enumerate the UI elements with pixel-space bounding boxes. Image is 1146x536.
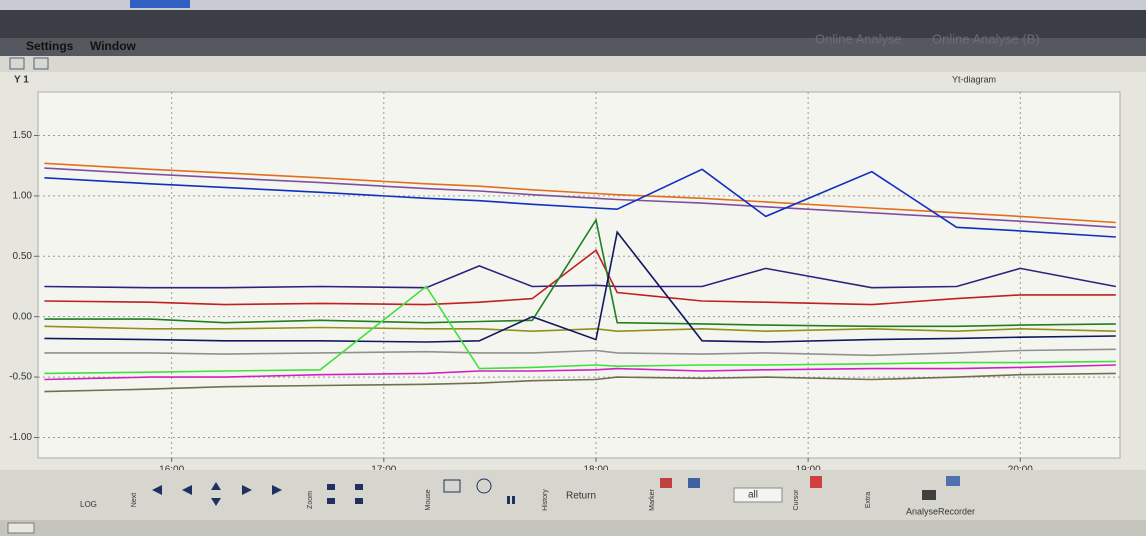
chart-title: Yt-diagram [952,74,996,84]
group-label: Cursor [793,489,800,511]
button-label[interactable]: Return [566,491,596,502]
y-tick-label: -1.00 [9,432,32,443]
window-title: Online Analyse [815,31,902,46]
y-tick-label: 1.00 [13,191,33,202]
icon[interactable] [810,476,822,488]
y-tick-label: -0.50 [9,372,32,383]
icon[interactable] [688,478,700,488]
icon[interactable] [922,490,936,500]
icon[interactable] [660,478,672,488]
menu-item[interactable]: Window [90,39,137,53]
y-tick-label: 0.50 [13,251,33,262]
plot-area [38,92,1120,458]
icon[interactable] [355,498,363,504]
icon[interactable] [946,476,960,486]
screen: Settings Window Online Analyse Online An… [0,0,1146,536]
status-bar [0,520,1146,536]
menu-item[interactable]: Settings [26,39,74,53]
icon[interactable] [327,498,335,504]
log-label[interactable]: LOG [80,500,97,509]
group-label: Next [131,493,138,507]
y-tick-label: 1.50 [13,130,33,141]
y-tick-label: 0.00 [13,311,33,322]
tab [130,0,190,8]
icon[interactable] [507,496,510,504]
group-label: Marker [649,488,656,510]
group-label: Zoom [307,491,314,509]
icon[interactable] [327,484,335,490]
group-label: History [542,489,549,511]
y-axis-label: Y 1 [14,75,29,86]
icon[interactable] [355,484,363,490]
recorder-label: AnalyseRecorder [906,506,975,516]
status-indicator [8,523,34,533]
window-title: Online Analyse (B) [932,31,1040,46]
group-label: Mouse [425,489,432,510]
group-label: Extra [865,492,872,508]
icon[interactable] [512,496,515,504]
toolbar [0,56,1146,72]
dropdown-value[interactable]: all [748,490,758,501]
